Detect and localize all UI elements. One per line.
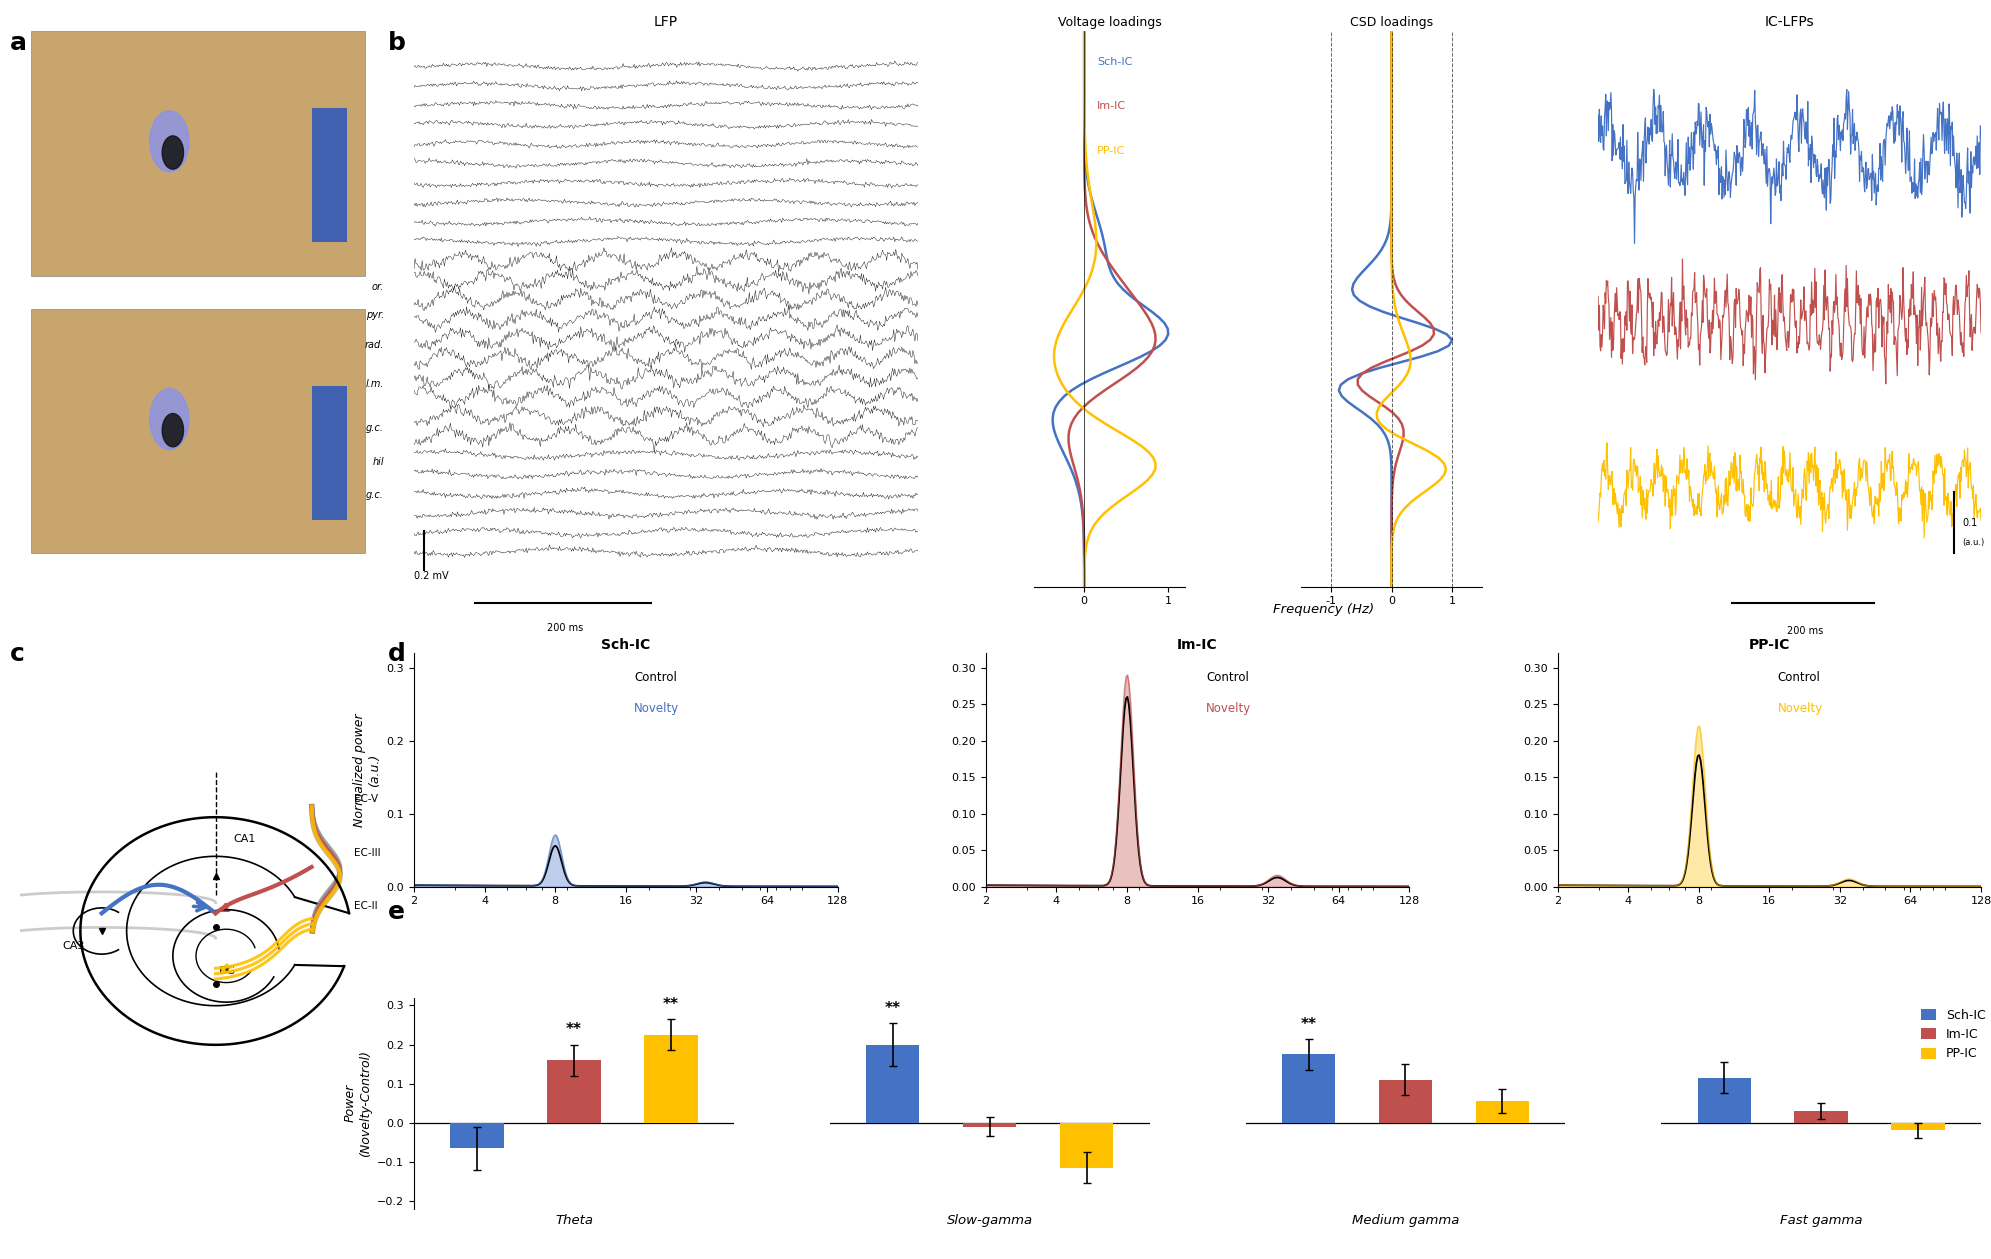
Text: Control: Control bbox=[1778, 671, 1820, 685]
Text: PP-IC: PP-IC bbox=[1097, 146, 1125, 156]
Text: hil: hil bbox=[372, 457, 384, 467]
Text: Novelty: Novelty bbox=[635, 701, 679, 715]
Text: Novelty: Novelty bbox=[1778, 701, 1824, 715]
Text: c: c bbox=[10, 642, 24, 666]
Text: **: ** bbox=[1300, 1016, 1316, 1031]
Bar bbox=[1282, 1054, 1336, 1123]
X-axis label: Fast gamma: Fast gamma bbox=[1780, 1214, 1862, 1228]
Bar bbox=[30, 31, 364, 276]
Text: 0.1: 0.1 bbox=[1961, 517, 1977, 528]
Y-axis label: Power
(Novelty-Control): Power (Novelty-Control) bbox=[344, 1050, 372, 1157]
Text: g.c.: g.c. bbox=[366, 423, 384, 433]
Text: (a.u.): (a.u.) bbox=[1961, 538, 1985, 546]
Title: Im-IC: Im-IC bbox=[1177, 638, 1218, 652]
Bar bbox=[311, 385, 346, 520]
Title: CSD loadings: CSD loadings bbox=[1350, 16, 1434, 29]
Bar bbox=[311, 108, 346, 243]
Circle shape bbox=[161, 136, 183, 169]
Text: **: ** bbox=[565, 1022, 581, 1037]
Text: 200 ms: 200 ms bbox=[1786, 626, 1824, 636]
Text: EC-II: EC-II bbox=[354, 901, 378, 912]
Text: Control: Control bbox=[1207, 671, 1248, 685]
X-axis label: Slow-gamma: Slow-gamma bbox=[946, 1214, 1033, 1228]
Circle shape bbox=[149, 111, 189, 172]
Text: Sch-IC: Sch-IC bbox=[1097, 57, 1133, 67]
Text: CA1: CA1 bbox=[233, 833, 255, 844]
Bar bbox=[1380, 1080, 1432, 1123]
Bar bbox=[964, 1123, 1015, 1127]
Bar bbox=[1698, 1078, 1750, 1123]
Bar bbox=[1794, 1110, 1848, 1123]
Text: DG: DG bbox=[219, 966, 237, 976]
Text: Frequency (Hz): Frequency (Hz) bbox=[1274, 603, 1374, 616]
Legend: Sch-IC, Im-IC, PP-IC: Sch-IC, Im-IC, PP-IC bbox=[1915, 1003, 1991, 1065]
Text: EC-V: EC-V bbox=[354, 794, 378, 805]
Bar bbox=[1059, 1123, 1113, 1167]
Bar bbox=[1475, 1102, 1529, 1123]
Text: **: ** bbox=[663, 997, 679, 1012]
Text: EC-III: EC-III bbox=[354, 847, 380, 857]
Text: or.: or. bbox=[372, 282, 384, 292]
Title: Sch-IC: Sch-IC bbox=[601, 638, 651, 652]
Text: 0.2 mV: 0.2 mV bbox=[414, 572, 448, 582]
Text: pyr.: pyr. bbox=[366, 310, 384, 320]
Bar bbox=[450, 1123, 504, 1148]
Text: a: a bbox=[10, 31, 28, 55]
Bar bbox=[1891, 1123, 1945, 1131]
Circle shape bbox=[149, 389, 189, 449]
Text: rad.: rad. bbox=[364, 340, 384, 350]
Text: l.m.: l.m. bbox=[364, 379, 384, 389]
Bar bbox=[30, 310, 364, 554]
Circle shape bbox=[161, 413, 183, 447]
Text: d: d bbox=[388, 642, 406, 666]
Text: Control: Control bbox=[635, 671, 677, 685]
Text: Novelty: Novelty bbox=[1207, 701, 1250, 715]
Text: 200 ms: 200 ms bbox=[548, 623, 583, 633]
Text: Im-IC: Im-IC bbox=[1097, 101, 1127, 111]
Title: Voltage loadings: Voltage loadings bbox=[1057, 16, 1161, 29]
Text: CA3: CA3 bbox=[62, 940, 86, 951]
Bar bbox=[548, 1060, 601, 1123]
Bar bbox=[866, 1045, 920, 1123]
X-axis label: Theta: Theta bbox=[555, 1214, 593, 1228]
Y-axis label: Normalized power
(a.u.): Normalized power (a.u.) bbox=[352, 713, 380, 827]
Text: b: b bbox=[388, 31, 406, 55]
Bar bbox=[645, 1035, 697, 1123]
Text: e: e bbox=[388, 900, 406, 924]
Text: g.c.: g.c. bbox=[366, 490, 384, 500]
Title: IC-LFPs: IC-LFPs bbox=[1764, 15, 1814, 29]
Title: LFP: LFP bbox=[653, 15, 679, 29]
Title: PP-IC: PP-IC bbox=[1748, 638, 1790, 652]
Text: **: ** bbox=[884, 1001, 900, 1016]
X-axis label: Medium gamma: Medium gamma bbox=[1352, 1214, 1459, 1228]
